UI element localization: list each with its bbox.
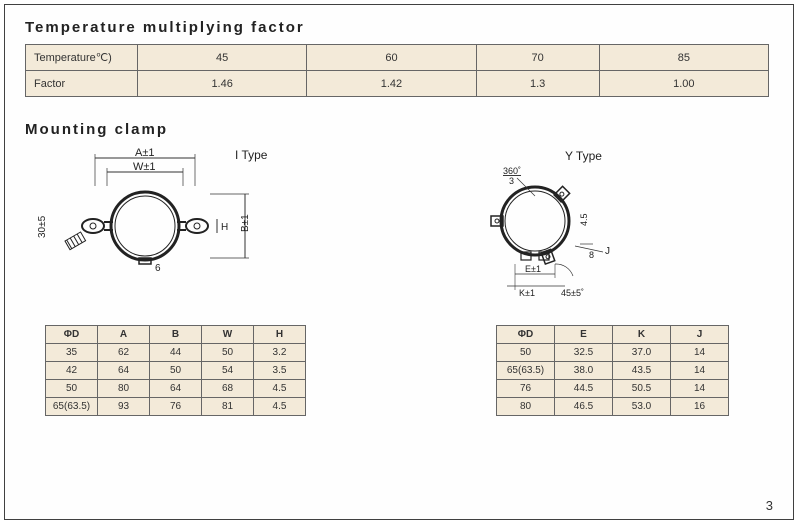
diagrams-row: A±1 W±1: [35, 146, 773, 311]
i-type-svg: A±1 W±1: [35, 146, 285, 296]
temp-col: 85: [599, 45, 768, 71]
dim-8: 8: [589, 250, 594, 260]
dim-K: K±1: [519, 288, 535, 298]
factor-cell: 1.00: [599, 71, 768, 97]
th: ΦD: [46, 326, 98, 344]
temp-col: 70: [476, 45, 599, 71]
y-type-label: Y Type: [565, 149, 602, 163]
page-container: Temperature multiplying factor Temperatu…: [4, 4, 794, 520]
dim-3: 3: [509, 176, 514, 186]
y-type-diagram: Y Type 360˚ 3: [425, 146, 665, 311]
dim-E: E±1: [525, 264, 541, 274]
temp-row-header: Temperature℃) 45 60 70 85: [26, 45, 769, 71]
dim-B: B±1: [240, 214, 251, 232]
th: K: [613, 326, 671, 344]
th: B: [150, 326, 202, 344]
temp-col: 60: [307, 45, 476, 71]
temp-col: 45: [138, 45, 307, 71]
clamp-table-y: ΦD E K J 5032.537.014 65(63.5)38.043.514…: [496, 325, 729, 416]
dim-six: 6: [155, 263, 161, 274]
temp-label-cell: Temperature℃): [26, 45, 138, 71]
table-row: 356244503.2: [46, 344, 306, 362]
table-row: 7644.550.514: [497, 380, 729, 398]
table-row: 5032.537.014: [497, 344, 729, 362]
th: ΦD: [497, 326, 555, 344]
th: J: [671, 326, 729, 344]
dim-A: A±1: [135, 147, 155, 159]
factor-cell: 1.46: [138, 71, 307, 97]
dim-J: J: [605, 246, 610, 257]
table-row: 65(63.5)9376814.5: [46, 398, 306, 416]
table-row: 426450543.5: [46, 362, 306, 380]
page-number: 3: [766, 498, 773, 513]
th: H: [254, 326, 306, 344]
table-row: 508064684.5: [46, 380, 306, 398]
th: E: [555, 326, 613, 344]
th: W: [202, 326, 254, 344]
table-row: 65(63.5)38.043.514: [497, 362, 729, 380]
dim-H: H: [221, 222, 228, 233]
dim-thirty: 30±5: [37, 215, 48, 238]
th: A: [98, 326, 150, 344]
section2-title: Mounting clamp: [25, 121, 773, 138]
dim-45y: 4.5: [579, 213, 589, 226]
factor-label-cell: Factor: [26, 71, 138, 97]
table-row: 8046.553.016: [497, 398, 729, 416]
temperature-table: Temperature℃) 45 60 70 85 Factor 1.46 1.…: [25, 44, 769, 97]
clamp-table-i: ΦD A B W H 356244503.2 426450543.5 50806…: [45, 325, 306, 416]
section1-title: Temperature multiplying factor: [25, 19, 773, 36]
table-header-row: ΦD A B W H: [46, 326, 306, 344]
section2: Mounting clamp A±1 W±1: [25, 121, 773, 416]
temp-row-factor: Factor 1.46 1.42 1.3 1.00: [26, 71, 769, 97]
i-type-diagram: A±1 W±1: [35, 146, 285, 311]
factor-cell: 1.3: [476, 71, 599, 97]
factor-cell: 1.42: [307, 71, 476, 97]
dim-ang: 45±5˚: [561, 288, 584, 298]
dim-360: 360˚: [503, 166, 521, 176]
y-type-svg: Y Type 360˚ 3: [425, 146, 665, 306]
clamp-tables-row: ΦD A B W H 356244503.2 426450543.5 50806…: [45, 325, 773, 416]
table-header-row: ΦD E K J: [497, 326, 729, 344]
dim-W: W±1: [133, 161, 156, 173]
i-type-label: I Type: [235, 148, 267, 162]
